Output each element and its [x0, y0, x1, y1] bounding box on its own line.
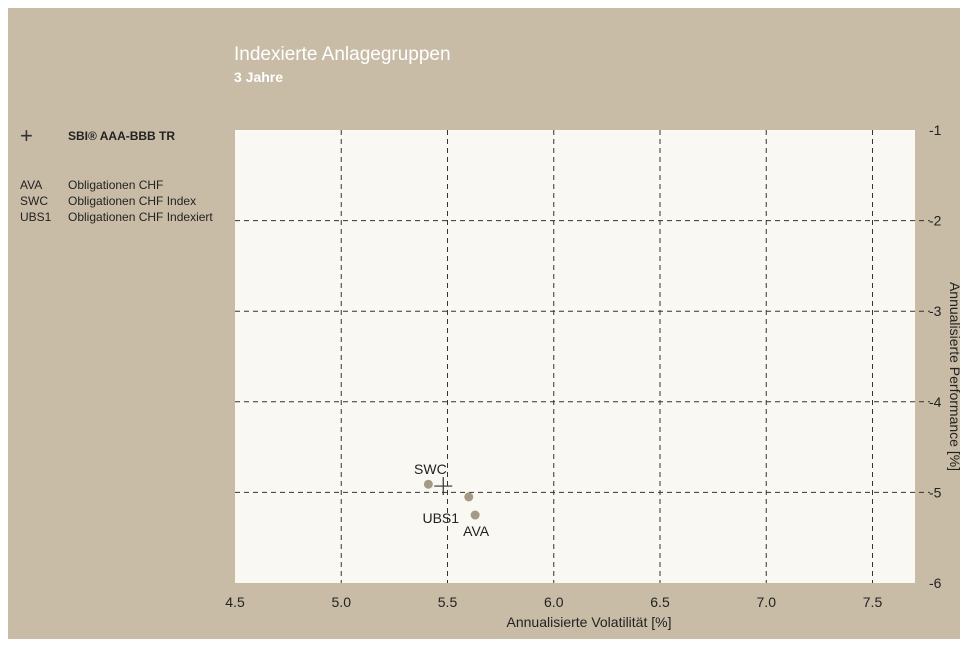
benchmark-plus-icon: + — [20, 123, 33, 148]
legend-name: Obligationen CHF Indexiert — [68, 210, 213, 224]
point-label-ava: AVA — [463, 523, 490, 539]
legend-item-ubs1: UBS1 Obligationen CHF Indexiert — [20, 209, 213, 225]
legend-name: Obligationen CHF — [68, 178, 164, 192]
legend-benchmark-label: SBI® AAA-BBB TR — [68, 129, 176, 143]
x-tick-label: 5.5 — [438, 594, 458, 610]
point-label-swc: SWC — [414, 461, 447, 477]
y-tick-label: -5 — [929, 484, 942, 500]
legend-benchmark: + SBI® AAA-BBB TR — [20, 123, 176, 148]
legend-item-ava: AVA Obligationen CHF — [20, 177, 163, 193]
legend-name: Obligationen CHF Index — [68, 194, 197, 208]
x-tick-label: 6.0 — [544, 594, 564, 610]
point-swc — [423, 479, 433, 489]
y-tick-label: -1 — [929, 122, 942, 138]
data-points: AVA SWC UBS1 — [414, 461, 490, 539]
y-tick-label: -3 — [929, 303, 942, 319]
y-axis-title: Annualisierte Performance [%] — [947, 282, 963, 471]
x-tick-label: 5.0 — [332, 594, 352, 610]
x-tick-label: 4.5 — [225, 594, 245, 610]
grid-layer — [235, 130, 930, 583]
chart-subtitle: 3 Jahre — [234, 69, 284, 85]
legend-code: SWC — [20, 194, 48, 208]
y-tick-label: -2 — [929, 213, 942, 229]
x-tick-label: 7.5 — [863, 594, 883, 610]
plot-area — [235, 130, 915, 583]
x-axis-title: Annualisierte Volatilität [%] — [507, 614, 672, 630]
point-ubs1 — [464, 492, 474, 502]
point-label-ubs1: UBS1 — [422, 510, 459, 526]
tick-labels: 4.5 5.0 5.5 6.0 6.5 7.0 7.5 -1 -2 -3 -4 -5 -6 — [225, 122, 941, 610]
legend: + SBI® AAA-BBB TR AVA Obligationen CHF SWC… — [0, 0, 240, 260]
legend-code: AVA — [20, 178, 43, 192]
y-tick-label: -4 — [929, 394, 942, 410]
legend-code: UBS1 — [20, 210, 52, 224]
x-tick-label: 6.5 — [650, 594, 670, 610]
y-tick-label: -6 — [929, 575, 942, 591]
point-ava — [470, 510, 480, 520]
legend-item-swc: SWC Obligationen CHF Index — [20, 193, 196, 209]
x-tick-label: 7.0 — [757, 594, 777, 610]
benchmark-marker — [434, 477, 453, 496]
chart-title: Indexierte Anlagegruppen — [234, 44, 451, 65]
